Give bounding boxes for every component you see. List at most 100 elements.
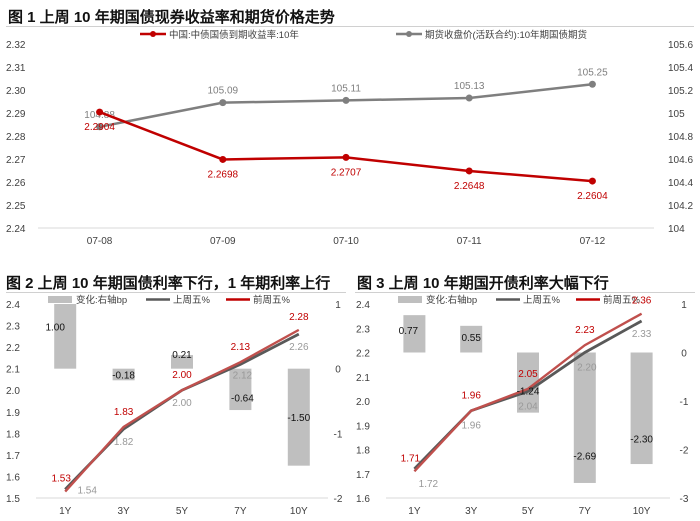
chart2-change-data-label: -0.64 xyxy=(231,393,254,404)
chart3-x-tick-label: 5Y xyxy=(522,506,535,517)
chart1-x-tick-label: 07-10 xyxy=(333,236,359,247)
chart2-last-friday-data-label: 1.54 xyxy=(77,485,97,496)
chart2-svg: 1.5 1.6 1.7 1.8 1.9 2.0 2.1 2.2 2.3 2.4 -2 -1 0 1 1Y 3Y… xyxy=(6,294,343,517)
chart2-last-friday-data-label: 2.12 xyxy=(233,370,253,381)
chart2-left-tick-label: 1.5 xyxy=(6,494,20,505)
chart3-change-data-label: 0.77 xyxy=(399,326,419,337)
chart1-yield-data-label: 2.2904 xyxy=(84,122,115,133)
chart3-left-tick-label: 2.3 xyxy=(356,324,370,335)
chart1-yield-point xyxy=(219,155,227,163)
chart2-title: 图 2 上周 10 年期国债利率下行，1 年期利率上行 xyxy=(6,275,331,292)
chart2-change-bar xyxy=(54,304,77,369)
chart1-yield-point xyxy=(465,167,473,175)
chart1-right-tick-label: 105 xyxy=(668,109,685,120)
chart2-left-tick-label: 1.7 xyxy=(6,451,20,462)
chart3-change-data-label: -1.24 xyxy=(517,387,540,398)
chart3-title: 图 3 上周 10 年期国开债利率大幅下行 xyxy=(357,275,609,292)
chart2-legend-label-change: 变化:右轴bp xyxy=(76,294,127,306)
chart2-left-tick-label: 2.0 xyxy=(6,386,20,397)
chart1-left-tick-label: 2.28 xyxy=(6,132,26,143)
chart3-prev-friday-data-label: 2.23 xyxy=(575,325,595,336)
chart1-futures-point xyxy=(96,123,104,131)
chart3-last-friday-data-label: 2.04 xyxy=(518,401,538,412)
chart1-futures-point xyxy=(588,80,596,88)
chart3-prev-friday-data-label: 1.71 xyxy=(401,453,421,464)
chart2-legend-label-last-friday: 上周五% xyxy=(173,295,211,306)
chart1-yield-point xyxy=(342,153,350,161)
chart3-change-bar xyxy=(630,352,653,465)
chart1-right-tick-label: 105.4 xyxy=(668,63,693,74)
chart1-yield-data-label: 2.2648 xyxy=(454,181,485,192)
chart2-right-tick-label: -1 xyxy=(334,429,343,440)
chart1-futures-data-label: 105.09 xyxy=(208,86,239,97)
chart1-right-tick-label: 104.6 xyxy=(668,155,693,166)
chart1-left-tick-label: 2.29 xyxy=(6,109,26,120)
chart1-left-tick-label: 2.32 xyxy=(6,40,26,51)
chart2-right-tick-label: 0 xyxy=(335,365,341,376)
chart1-yield-data-label: 2.2707 xyxy=(331,167,362,178)
chart3-right-tick-label: -1 xyxy=(680,397,689,408)
chart1-x-tick-label: 07-12 xyxy=(580,236,606,247)
chart2-left-tick-label: 2.2 xyxy=(6,343,20,354)
chart1-futures-point xyxy=(219,99,227,107)
chart3-title-rule xyxy=(355,292,695,293)
chart3-legend-label-prev-friday: 前周五% xyxy=(603,294,641,306)
chart2-change-data-label: -0.18 xyxy=(112,370,135,381)
chart1-legend-marker-futures xyxy=(406,31,412,37)
chart3-last-friday-data-label: 1.72 xyxy=(419,479,439,490)
chart2-prev-friday-data-label: 2.13 xyxy=(231,342,251,353)
chart3-change-bar xyxy=(573,352,596,483)
chart1-x-tick-label: 07-09 xyxy=(210,236,236,247)
chart1-svg: 2.24 2.25 2.26 2.27 2.28 2.29 2.30 2.31 2.32 104 1… xyxy=(6,29,693,247)
chart2-last-friday-data-label: 2.26 xyxy=(289,342,309,353)
chart3-last-friday-data-label: 2.33 xyxy=(632,329,652,340)
chart3-legend-label-change: 变化:右轴bp xyxy=(426,294,477,306)
chart2-x-tick-label: 1Y xyxy=(59,506,72,517)
chart1-left-tick-label: 2.24 xyxy=(6,224,26,235)
chart2-last-friday-data-label: 2.00 xyxy=(172,398,192,409)
chart2-x-tick-label: 10Y xyxy=(290,506,308,517)
chart2-left-tick-label: 2.3 xyxy=(6,322,20,333)
chart3-x-tick-label: 10Y xyxy=(633,506,651,517)
chart2-change-data-label: 0.21 xyxy=(172,350,192,361)
chart2-prev-friday-data-label: 1.53 xyxy=(51,474,71,485)
chart2-x-tick-label: 7Y xyxy=(234,506,247,517)
chart1-futures-data-label: 105.25 xyxy=(577,67,608,78)
chart1-yield-point xyxy=(96,108,104,116)
chart2-prev-friday-data-label: 2.00 xyxy=(172,370,192,381)
chart1-futures-point xyxy=(342,96,350,104)
chart3-left-tick-label: 2.1 xyxy=(356,373,370,384)
chart3-right-tick-label: 1 xyxy=(681,300,687,311)
chart3-left-tick-label: 1.6 xyxy=(356,494,370,505)
chart3-left-tick-label: 2.2 xyxy=(356,349,370,360)
chart2-legend-label-prev-friday: 前周五% xyxy=(253,294,291,306)
chart3-left-tick-label: 1.7 xyxy=(356,470,370,481)
chart2-change-bar xyxy=(287,368,310,466)
chart1-right-tick-label: 105.6 xyxy=(668,40,693,51)
chart3-left-tick-label: 2.4 xyxy=(356,300,370,311)
chart3-change-data-label: -2.30 xyxy=(630,434,653,445)
chart3-right-tick-label: -3 xyxy=(680,494,689,505)
chart2-title-rule xyxy=(6,292,346,293)
chart3-left-tick-label: 1.9 xyxy=(356,421,370,432)
chart3-last-friday-data-label: 1.96 xyxy=(461,421,481,432)
chart1-futures-data-label: 105.13 xyxy=(454,81,485,92)
chart3-change-data-label: 0.55 xyxy=(461,333,481,344)
chart1-right-tick-label: 104 xyxy=(668,224,685,235)
chart3-prev-friday-data-label: 1.96 xyxy=(461,391,481,402)
chart1-legend-label-yield: 中国:中债国债到期收益率:10年 xyxy=(169,29,299,41)
chart3-change-bar xyxy=(517,352,539,413)
chart2-change-bar xyxy=(229,368,252,411)
chart2-right-tick-label: -2 xyxy=(334,494,343,505)
chart3-prev-friday-line xyxy=(413,312,643,473)
chart2-last-friday-data-label: 1.82 xyxy=(114,437,134,448)
chart1-left-tick-label: 2.30 xyxy=(6,86,26,97)
chart2-change-bar xyxy=(171,355,193,369)
chart2-left-tick-label: 1.6 xyxy=(6,472,20,483)
chart3-change-bar xyxy=(403,315,426,353)
chart2-x-tick-label: 3Y xyxy=(117,506,130,517)
chart1-legend-label-futures: 期货收盘价(活跃合约):10年期国债期货 xyxy=(425,29,587,41)
chart3-left-tick-label: 1.8 xyxy=(356,446,370,457)
chart2-left-tick-label: 2.1 xyxy=(6,365,20,376)
chart3-svg: 1.6 1.7 1.8 1.9 2.0 2.1 2.2 2.3 2.4 -3 -2 -1 0 1 1Y 3Y 5… xyxy=(356,294,689,517)
